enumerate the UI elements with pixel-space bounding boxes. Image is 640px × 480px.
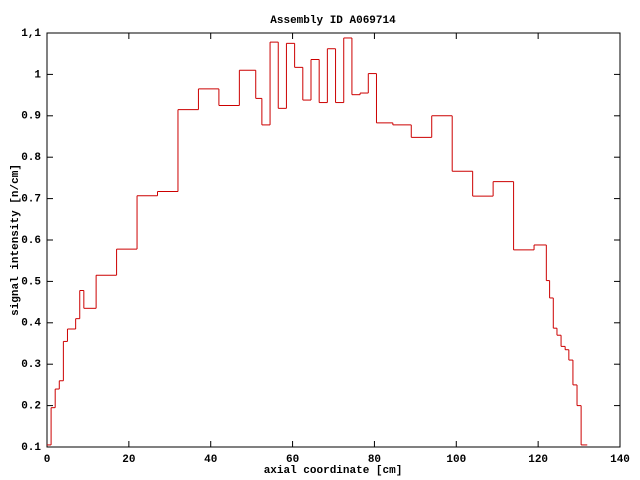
x-tick-label: 60	[286, 454, 299, 466]
x-tick-label: 20	[122, 454, 135, 466]
y-tick-label: 0.3	[21, 359, 41, 371]
chart-title: Assembly ID A069714	[270, 15, 396, 27]
y-tick-label: 1	[34, 69, 41, 81]
y-tick-label: 0.8	[21, 152, 41, 164]
x-tick-label: 140	[610, 454, 630, 466]
x-tick-label: 120	[528, 454, 548, 466]
x-tick-label: 100	[446, 454, 466, 466]
x-axis-label: axial coordinate [cm]	[264, 465, 403, 477]
x-tick-label: 40	[204, 454, 217, 466]
plot-frame	[46, 32, 621, 448]
x-tick-label: 0	[44, 454, 51, 466]
y-tick-label: 0.6	[21, 235, 41, 247]
y-tick-label: 0.2	[21, 401, 41, 413]
y-tick-label: 0.1	[21, 442, 41, 454]
y-tick-label: 1,1	[21, 28, 41, 40]
y-tick-label: 0.4	[21, 318, 41, 330]
x-tick-label: 80	[368, 454, 381, 466]
y-tick-label: 0.5	[21, 276, 41, 288]
y-tick-label: 0.9	[21, 111, 41, 123]
y-axis-label: signal intensity [n/cm]	[10, 164, 22, 316]
y-tick-label: 0.7	[21, 194, 41, 206]
